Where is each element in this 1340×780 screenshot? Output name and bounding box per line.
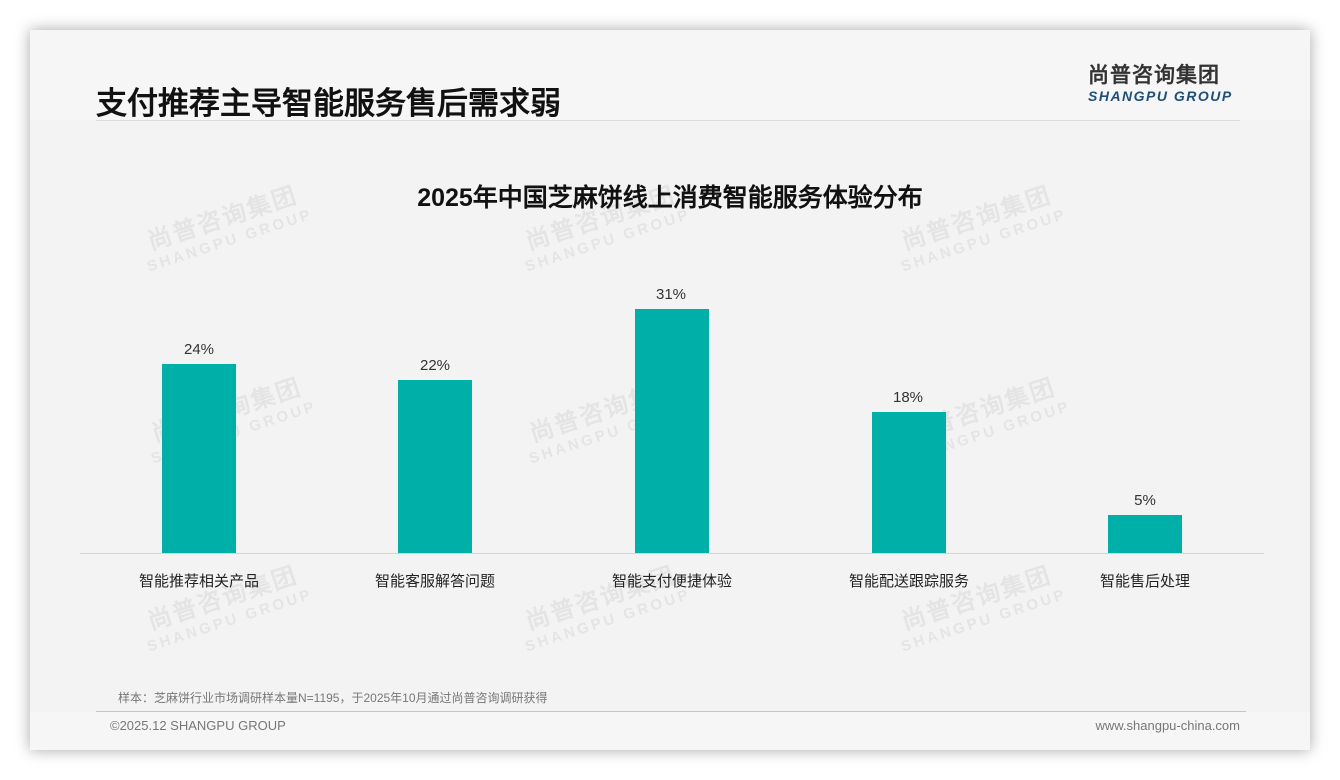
category-label: 智能客服解答问题: [374, 573, 495, 590]
chart-title: 2025年中国芝麻饼线上消费智能服务体验分布: [417, 184, 923, 212]
bar-value-label: 18%: [892, 389, 924, 406]
category-label: 智能支付便捷体验: [611, 573, 732, 590]
title-divider: [96, 120, 1240, 121]
page-title: 支付推荐主导智能服务售后需求弱: [96, 86, 561, 121]
category-label: 智能推荐相关产品: [138, 573, 259, 590]
sample-note: 样本：芝麻饼行业市场调研样本量N=1195，于2025年10月通过尚普咨询调研获…: [118, 691, 548, 705]
category-label: 智能售后处理: [1099, 573, 1190, 590]
bar: [398, 380, 472, 553]
x-axis-line: [80, 553, 1264, 554]
bar: [872, 412, 946, 553]
copyright-text: ©2025.12 SHANGPU GROUP: [110, 718, 286, 733]
category-label: 智能配送跟踪服务: [848, 573, 969, 590]
logo-en-text: SHANGPU GROUP: [1088, 88, 1233, 104]
bar-value-label: 31%: [655, 286, 687, 303]
bar-value-label: 22%: [419, 357, 451, 374]
bar-value-label: 24%: [183, 341, 215, 358]
bar: [1108, 515, 1182, 553]
bar-value-label: 5%: [1134, 492, 1156, 509]
footer-divider: [96, 711, 1246, 712]
company-logo: 尚普咨询集团 SHANGPU GROUP: [1088, 64, 1248, 104]
footer-band: [30, 712, 1310, 750]
bar: [162, 364, 236, 553]
header-band: [30, 30, 1310, 120]
website-link[interactable]: www.shangpu-china.com: [1095, 718, 1240, 733]
bar: [635, 309, 709, 553]
slide: 支付推荐主导智能服务售后需求弱 尚普咨询集团 SHANGPU GROUP 尚普咨…: [30, 30, 1310, 750]
logo-cn-text: 尚普咨询集团: [1088, 64, 1220, 87]
